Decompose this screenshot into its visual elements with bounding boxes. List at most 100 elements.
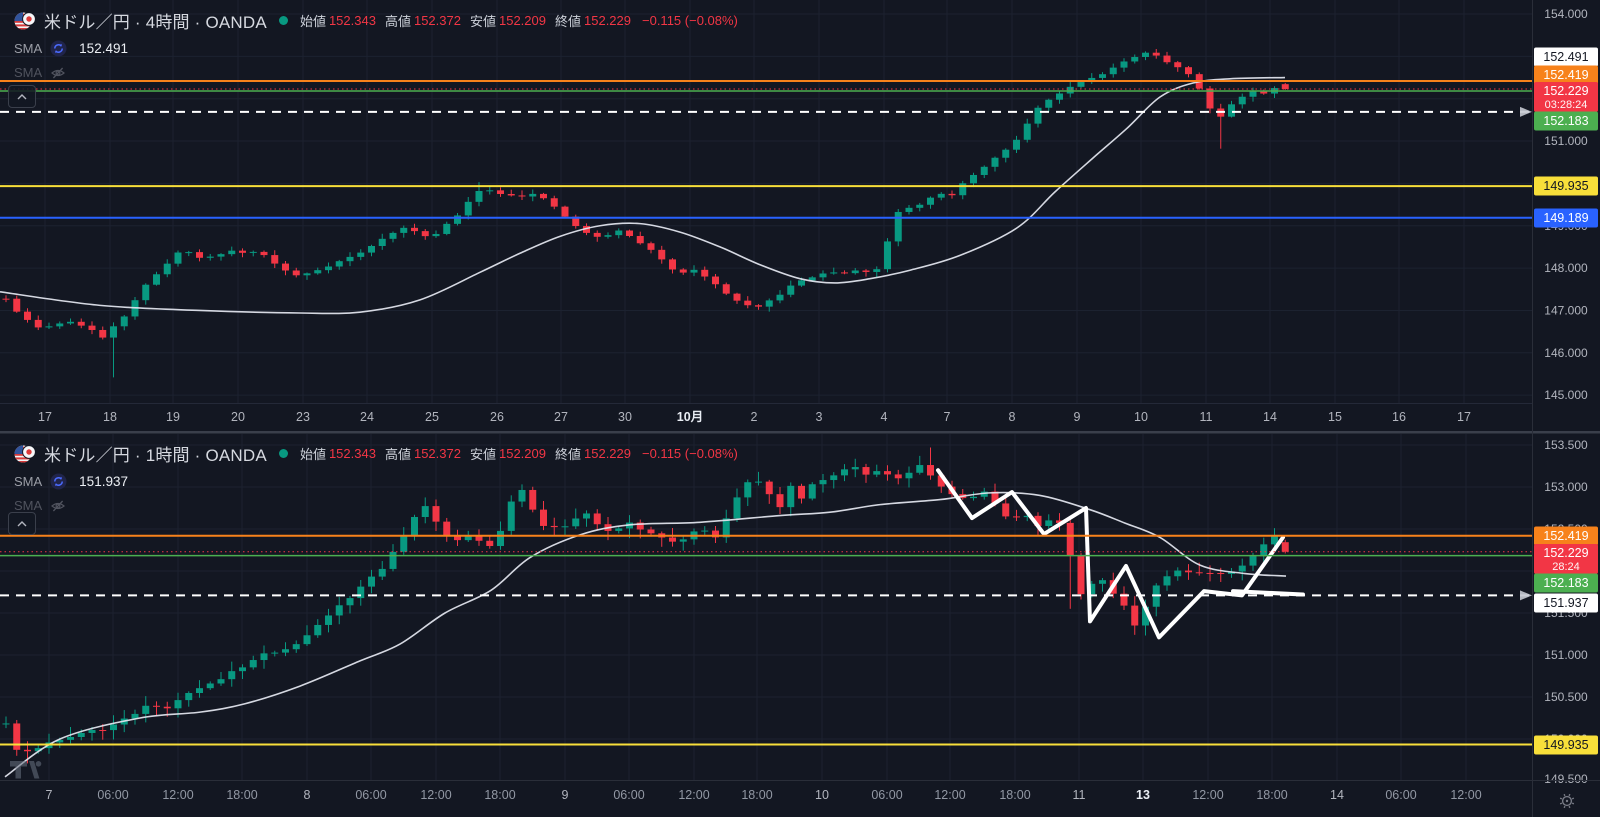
candle-down: [862, 467, 870, 475]
candle-up: [1002, 149, 1010, 158]
candle-up: [378, 238, 386, 246]
candle-down: [282, 263, 289, 271]
gridlines: [0, 0, 1532, 403]
price-badge: 152.419: [1534, 65, 1598, 85]
candle-down: [712, 276, 719, 285]
symbol-title[interactable]: 米ドル／円 · 4時間 · OANDA: [44, 13, 267, 32]
candle-down: [529, 489, 537, 510]
time-axis-label: 14: [1330, 788, 1344, 802]
time-axis-label: 4: [881, 410, 888, 424]
candle-up: [163, 263, 171, 275]
tradingview-logo[interactable]: [10, 761, 42, 779]
candle-up: [67, 736, 74, 740]
candle-up: [282, 649, 289, 653]
candle-up: [34, 748, 42, 752]
candle-down: [153, 705, 160, 707]
time-axis-label: 18:00: [999, 788, 1030, 802]
candle-up: [443, 223, 451, 234]
candle-up: [475, 190, 483, 202]
candle-up: [529, 193, 537, 197]
candle-up: [701, 530, 709, 532]
underline-drawing[interactable]: [1231, 589, 1305, 597]
refresh-icon[interactable]: [50, 40, 67, 57]
candle-up: [1142, 52, 1149, 58]
candle-down: [486, 540, 494, 547]
candle-down: [34, 319, 42, 328]
time-axis-label: 24: [360, 410, 374, 424]
time-axis-label: 30: [618, 410, 632, 424]
candle-down: [884, 471, 891, 475]
price-axis[interactable]: 153.500153.000152.500152.000151.500151.0…: [1534, 438, 1598, 786]
market-status-dot[interactable]: [278, 449, 288, 458]
price-axis-label: 149.500: [1544, 772, 1588, 786]
time-axis-label: 19: [166, 410, 180, 424]
high-label: 高値: [384, 447, 411, 462]
candle-up: [357, 586, 365, 599]
candle-up: [1163, 576, 1171, 586]
time-axis-label: 2: [751, 410, 758, 424]
candle-down: [1152, 52, 1160, 56]
low-value: 152.209: [498, 446, 546, 461]
time-axis-label: 7: [46, 788, 53, 802]
candle-down: [712, 530, 719, 538]
ohlc-readout: 始値 152.343 高値 152.372 安値 152.209 終値 152.…: [300, 444, 747, 463]
candle-up: [271, 652, 279, 654]
time-axis-label: 06:00: [1385, 788, 1416, 802]
candle-up: [400, 536, 408, 552]
candle-up: [916, 465, 924, 473]
time-axis-label: 18:00: [484, 788, 515, 802]
sma-indicator-label[interactable]: SMA: [14, 41, 43, 56]
candle-up: [808, 277, 816, 281]
collapse-pane-button-4h[interactable]: [8, 85, 36, 108]
candle-up: [239, 667, 246, 672]
candle-up: [292, 644, 300, 650]
price-axis[interactable]: 154.000153.000152.000151.000150.000149.0…: [1534, 7, 1598, 402]
candle-up: [819, 480, 827, 485]
candle-up: [217, 254, 225, 257]
price-badge: 149.935: [1534, 176, 1598, 196]
time-axis[interactable]: 7 06:00 12:00 18:00 8 06:00 12:00 18:00 9 06:00 12…: [46, 788, 1482, 802]
market-status-dot[interactable]: [278, 16, 288, 25]
time-axis-label: 10月: [677, 410, 703, 424]
candle-up: [905, 207, 913, 212]
candle-up: [894, 211, 902, 242]
time-axis-label: 06:00: [355, 788, 386, 802]
candle-down: [99, 329, 107, 338]
time-axis[interactable]: 17 18 19 20 23 24 25 26 27 30 10月 2 3 4 7 8 9 10 11 14 15 16 1…: [38, 410, 1471, 424]
candle-up: [303, 273, 311, 276]
candle-down: [776, 494, 784, 508]
eye-off-icon[interactable]: [50, 65, 66, 81]
candle-down: [454, 535, 461, 541]
gear-icon[interactable]: [1559, 793, 1575, 809]
candle-down: [13, 298, 21, 312]
candle-up: [583, 513, 590, 519]
candle-up: [110, 724, 117, 731]
collapse-pane-button-1h[interactable]: [8, 512, 36, 535]
svg-text:152.229: 152.229: [1543, 84, 1588, 98]
svg-text:152.183: 152.183: [1543, 576, 1588, 590]
candle-up: [56, 323, 64, 327]
candle-up: [1142, 606, 1149, 626]
candle-down: [1131, 605, 1139, 626]
candle-up: [464, 201, 472, 216]
sma-hidden-label[interactable]: SMA: [14, 498, 43, 513]
time-axis-label: 9: [1074, 410, 1081, 424]
sma-hidden-label[interactable]: SMA: [14, 65, 43, 80]
refresh-icon[interactable]: [50, 473, 67, 490]
close-label: 終値: [554, 14, 581, 29]
candle-up: [389, 551, 397, 569]
candle-down: [1077, 555, 1085, 595]
price-badge: 152.183: [1534, 111, 1598, 131]
candle-up: [604, 235, 612, 237]
brush-drawing[interactable]: [936, 468, 1305, 640]
candle-up: [1249, 556, 1257, 566]
candle-up: [1271, 536, 1278, 545]
candle-up: [980, 166, 988, 175]
eye-off-icon[interactable]: [50, 498, 66, 514]
ohlc-readout: 始値 152.343 高値 152.372 安値 152.209 終値 152.…: [300, 11, 747, 30]
symbol-title[interactable]: 米ドル／円 · 1時間 · OANDA: [44, 446, 267, 465]
pane-divider[interactable]: [0, 431, 1600, 434]
sma-indicator-label[interactable]: SMA: [14, 474, 43, 489]
